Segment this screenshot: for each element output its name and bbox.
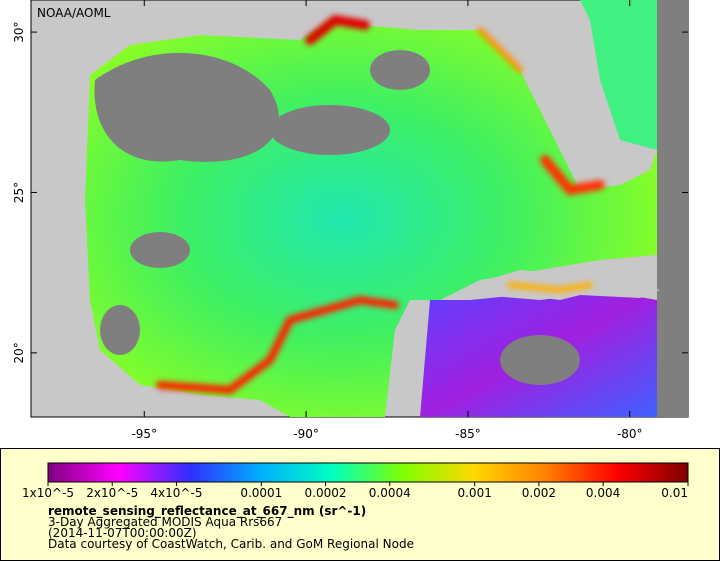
- legend-line: (2014-11-07T00:00:00Z): [48, 526, 197, 540]
- x-tick-label: -85°: [455, 427, 481, 441]
- no-data-strip: [657, 0, 688, 417]
- y-tick-label: 25°: [12, 182, 26, 203]
- colorbar-label: 0.0004: [369, 486, 411, 500]
- colorbar-label: 0.002: [522, 486, 556, 500]
- coastal-high: [156, 14, 605, 395]
- colorbar-label: 2x10^-5: [86, 486, 138, 500]
- atlantic-water: [580, 0, 657, 150]
- cuba: [470, 270, 660, 300]
- colorbar-label: 0.0002: [305, 486, 347, 500]
- colorbar-label: 0.001: [457, 486, 491, 500]
- colorbar-label: 1x10^-5: [22, 486, 74, 500]
- legend-title: remote_sensing_reflectance_at_667_nm (sr…: [48, 504, 366, 519]
- map-credit: NOAA/AOML: [37, 6, 111, 20]
- cloud-gaps: [94, 50, 580, 385]
- x-tick-label: -90°: [293, 427, 319, 441]
- x-tick-label: -80°: [617, 427, 643, 441]
- y-tick-label: 30°: [12, 21, 26, 42]
- colorbar: [47, 462, 689, 483]
- colorbar-label: 4x10^-5: [150, 486, 202, 500]
- legend-line: Data courtesy of CoastWatch, Carib. and …: [48, 537, 414, 551]
- colorbar-label: 0.01: [661, 486, 688, 500]
- colorbar-label: 0.0001: [240, 486, 282, 500]
- x-tick-label: -95°: [131, 427, 157, 441]
- y-tick-label: 20°: [12, 342, 26, 363]
- colorbar-label: 0.004: [586, 486, 620, 500]
- legend-line: 3-Day Aggregated MODIS Aqua Rrs667: [48, 515, 282, 529]
